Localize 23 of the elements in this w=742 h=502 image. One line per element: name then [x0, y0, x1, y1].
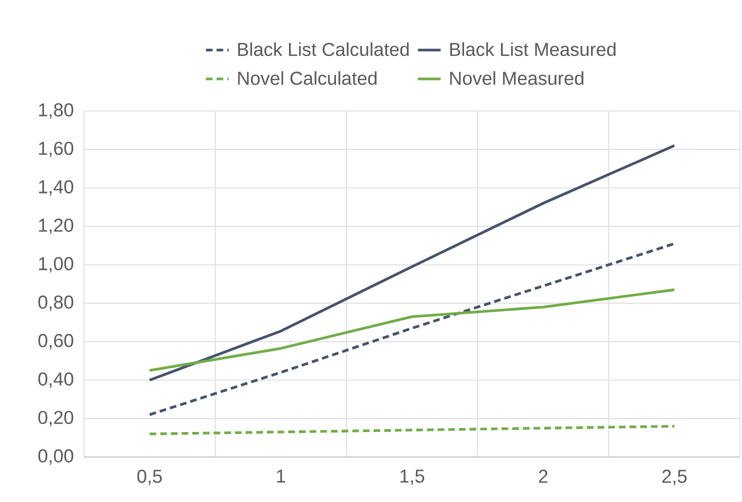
y-tick-label: 1,60	[39, 142, 74, 158]
y-tick-label: 1,80	[39, 103, 74, 119]
legend-label: Black List Calculated	[238, 42, 409, 56]
y-tick-label: 0,20	[38, 410, 74, 426]
line-series	[148, 144, 676, 382]
y-tick-label: 0,00	[38, 449, 74, 465]
y-tick-label: 1,40	[39, 180, 74, 196]
x-tick-label: 2,5	[662, 470, 687, 486]
legend-label: Novel Measured	[450, 71, 584, 85]
x-tick-label: 1,5	[400, 470, 424, 485]
x-tick-label: 1	[277, 470, 286, 483]
y-tick-label: 0,40	[38, 372, 74, 388]
legend-label: Black List Measured	[450, 42, 616, 56]
line-series	[148, 288, 676, 372]
x-tick-label: 2	[538, 470, 548, 483]
legend-label: Novel Calculated	[238, 71, 377, 85]
y-tick-label: 0,80	[38, 295, 74, 311]
y-tick-label: 1,20	[39, 218, 74, 234]
y-tick-label: 0,60	[38, 334, 74, 350]
line-series	[148, 242, 676, 416]
y-tick-label: 1,00	[39, 257, 74, 272]
x-tick-label: 0,5	[137, 470, 162, 486]
line-series	[148, 424, 676, 436]
